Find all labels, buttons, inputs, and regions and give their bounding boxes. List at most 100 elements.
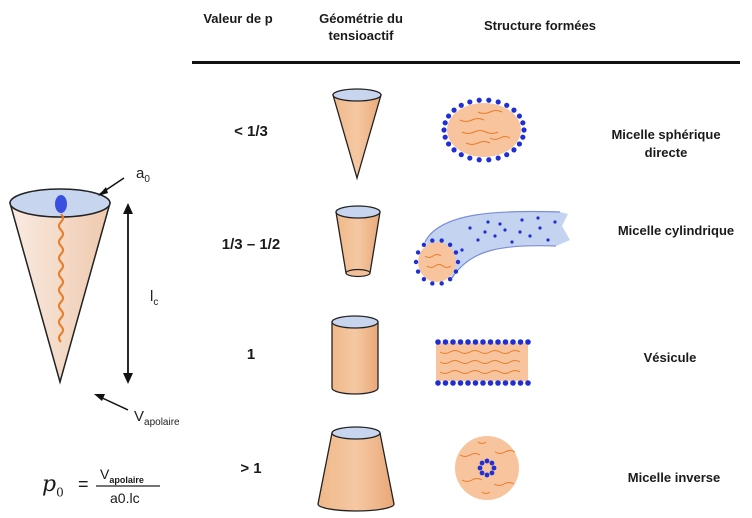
head-group-dot: [510, 380, 516, 386]
head-group-dot: [435, 339, 441, 345]
head-group-dot: [520, 218, 524, 222]
head-group-dot: [445, 113, 452, 119]
head-group-dot: [486, 220, 490, 224]
head-group-dot: [487, 339, 494, 345]
big-cone: [9, 188, 111, 385]
head-group-dot: [476, 238, 480, 242]
head-group-dot: [451, 107, 457, 113]
head-group-dot: [511, 147, 517, 153]
head-group-dot: [495, 155, 501, 161]
head-group-dot: [455, 259, 461, 265]
head-group-dot: [504, 152, 510, 158]
head-group-dot: [495, 339, 501, 345]
header-valeur: Valeur de p: [203, 11, 273, 26]
head-group-dot: [486, 157, 492, 163]
head-group-dot: [447, 277, 453, 282]
head-group-dot: [472, 380, 479, 386]
head-group-dot: [430, 281, 435, 286]
head-group-dot: [477, 465, 483, 471]
head-group-dot: [442, 134, 448, 140]
head-group-dot: [413, 259, 419, 265]
head-group-dot: [504, 102, 510, 108]
head-group-dot: [520, 120, 526, 126]
head-group-dot: [445, 141, 452, 147]
head-group-dot: [421, 242, 427, 247]
head-group-dot: [503, 228, 507, 232]
head-group-dot: [510, 339, 516, 345]
head-group-dot: [458, 102, 464, 108]
vesicle-bilayer: [436, 343, 528, 381]
head-group-dot: [457, 380, 464, 386]
head-group-dot: [510, 240, 514, 244]
head-group-dot: [430, 238, 435, 243]
head-group-dot: [465, 339, 471, 345]
header-rule: [192, 61, 740, 64]
tail-icon: [58, 213, 64, 343]
head-group-dot: [472, 339, 479, 345]
head-group-dot: [439, 281, 444, 286]
head-group-dot: [476, 97, 482, 103]
head-group-dot: [467, 99, 473, 105]
head-group-dot: [480, 339, 486, 345]
header-geometrie: Géométrie du tensioactif: [319, 11, 403, 43]
head-group-dot: [517, 339, 524, 345]
head-group-dot: [521, 127, 527, 133]
structure-name-row-3: Vésicule: [643, 350, 697, 365]
inverse-micelle: [455, 436, 519, 500]
head-group-dot: [457, 339, 464, 345]
head-group-dot: [458, 152, 464, 158]
head-group-dot: [498, 222, 502, 226]
formula-equals: =: [78, 474, 89, 494]
head-group-dot: [415, 250, 421, 255]
head-group-dot: [502, 339, 509, 345]
head-group-dot: [525, 339, 531, 345]
geometry-inverted-cone: [317, 426, 395, 512]
head-group-dot: [439, 238, 444, 243]
head-group-dot: [486, 97, 492, 103]
head-group-dot: [479, 470, 485, 476]
label-lc: lc: [150, 288, 159, 308]
geometry-cone: [332, 88, 382, 181]
head-group-dot: [480, 380, 486, 386]
head-group-dot: [451, 147, 457, 153]
head-group-dot: [495, 380, 501, 386]
header-structure: Structure formées: [484, 18, 596, 33]
head-group-dot: [450, 339, 456, 345]
head-group-dot: [553, 220, 557, 224]
label-v-apolaire: Vapolaire: [134, 408, 180, 428]
formula-denominator: a0.lc: [110, 490, 140, 506]
head-group-dot: [525, 380, 531, 386]
head-group-dot: [415, 269, 421, 274]
head-group-dot: [447, 242, 453, 247]
polar-head-icon: [55, 195, 67, 213]
head-group-dot: [528, 234, 532, 238]
head-group-dot: [484, 458, 490, 464]
head-group-dot: [489, 470, 495, 476]
p-value-row-4: > 1: [240, 460, 262, 477]
head-group-dot: [491, 465, 497, 471]
structure-name-row-1: Micelle sphérique directe: [611, 127, 721, 160]
structure-name-row-4: Micelle inverse: [627, 470, 721, 485]
head-group-dot: [467, 155, 473, 161]
head-group-dot: [493, 234, 497, 238]
geometry-truncated-cone: [335, 205, 381, 278]
head-group-dot: [516, 141, 523, 147]
head-group-dot: [441, 127, 447, 133]
geometry-cylinder: [331, 315, 379, 395]
head-group-dot: [483, 230, 487, 234]
head-group-dot: [442, 120, 448, 126]
p-value-row-3: 1: [246, 346, 256, 363]
head-group-dot: [484, 472, 490, 478]
head-group-dot: [465, 380, 471, 386]
p-value-row-2: 1/3 – 1/2: [221, 236, 281, 253]
head-group-dot: [453, 250, 459, 255]
head-group-dot: [546, 238, 550, 242]
spherical-micelle: [447, 103, 521, 157]
head-group-dot: [489, 460, 495, 466]
head-group-dot: [468, 226, 472, 230]
head-group-dot: [517, 380, 524, 386]
head-group-dot: [518, 230, 522, 234]
head-group-dot: [450, 380, 456, 386]
